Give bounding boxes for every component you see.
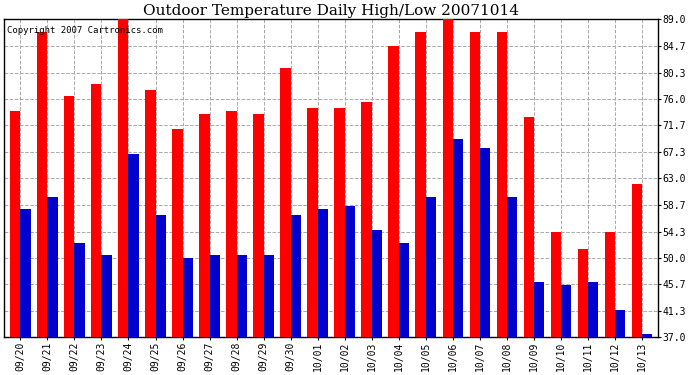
Bar <box>561 285 571 337</box>
Bar <box>615 310 625 337</box>
Bar <box>10 111 21 337</box>
Bar <box>118 20 128 337</box>
Bar <box>280 68 290 337</box>
Bar <box>507 196 517 337</box>
Bar <box>497 32 507 337</box>
Bar <box>101 255 112 337</box>
Bar <box>534 282 544 337</box>
Bar <box>48 196 58 337</box>
Bar <box>372 230 382 337</box>
Bar <box>226 111 237 337</box>
Bar <box>345 206 355 337</box>
Bar <box>631 184 642 337</box>
Bar <box>145 90 155 337</box>
Bar <box>37 32 48 337</box>
Bar <box>199 114 210 337</box>
Bar <box>588 282 598 337</box>
Bar <box>335 108 345 337</box>
Bar <box>290 215 301 337</box>
Bar <box>253 114 264 337</box>
Bar <box>578 249 588 337</box>
Bar <box>21 209 30 337</box>
Bar <box>172 129 183 337</box>
Bar <box>442 20 453 337</box>
Bar <box>453 139 463 337</box>
Bar <box>91 84 101 337</box>
Bar <box>362 102 372 337</box>
Bar <box>469 32 480 337</box>
Bar <box>183 258 193 337</box>
Bar <box>604 231 615 337</box>
Bar <box>317 209 328 337</box>
Bar <box>264 255 274 337</box>
Title: Outdoor Temperature Daily High/Low 20071014: Outdoor Temperature Daily High/Low 20071… <box>143 4 519 18</box>
Text: Copyright 2007 Cartronics.com: Copyright 2007 Cartronics.com <box>8 26 164 35</box>
Bar <box>524 117 534 337</box>
Bar <box>399 243 409 337</box>
Bar <box>75 243 85 337</box>
Bar <box>480 148 490 337</box>
Bar <box>210 255 220 337</box>
Bar <box>426 196 436 337</box>
Bar <box>128 154 139 337</box>
Bar <box>388 46 399 337</box>
Bar <box>155 215 166 337</box>
Bar <box>642 334 652 337</box>
Bar <box>551 231 561 337</box>
Bar <box>415 32 426 337</box>
Bar <box>237 255 247 337</box>
Bar <box>307 108 317 337</box>
Bar <box>64 96 75 337</box>
